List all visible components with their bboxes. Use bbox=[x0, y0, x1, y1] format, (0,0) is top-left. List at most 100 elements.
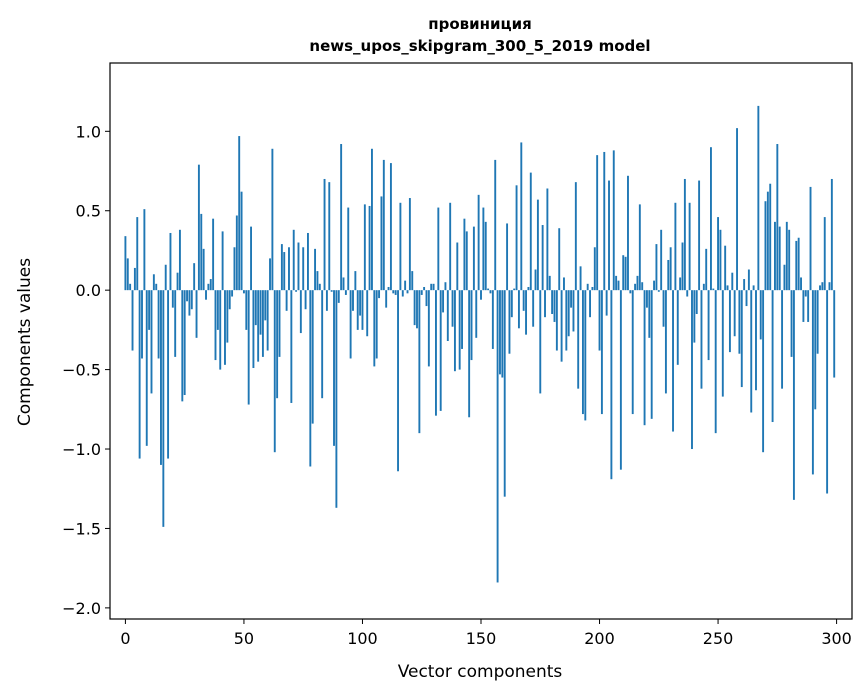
bar-235 bbox=[681, 242, 684, 291]
bar-56 bbox=[257, 290, 260, 362]
bar-191 bbox=[577, 290, 580, 389]
bar-282 bbox=[792, 290, 795, 500]
bar-269 bbox=[762, 290, 765, 453]
bar-203 bbox=[605, 290, 608, 316]
bar-45 bbox=[231, 290, 234, 297]
bar-174 bbox=[536, 199, 539, 291]
bar-18 bbox=[167, 290, 170, 459]
bar-103 bbox=[368, 205, 371, 291]
bar-240 bbox=[693, 290, 696, 343]
y-axis-ticks: −2.0 −1.5 −1.0 −0.5 0.0 0.5 1.0 bbox=[62, 122, 110, 618]
bar-131 bbox=[435, 290, 437, 416]
bar-60 bbox=[266, 290, 269, 351]
bar-270 bbox=[764, 201, 767, 291]
bar-58 bbox=[261, 290, 264, 357]
bar-125 bbox=[420, 290, 423, 295]
y-tick-label: −1.0 bbox=[62, 440, 101, 459]
bar-296 bbox=[826, 290, 829, 494]
bar-225 bbox=[657, 290, 660, 292]
bar-37 bbox=[212, 218, 215, 291]
bar-134 bbox=[442, 290, 445, 313]
x-axis-label: Vector components bbox=[398, 662, 563, 682]
bar-246 bbox=[707, 290, 710, 361]
bar-155 bbox=[491, 290, 494, 349]
bar-59 bbox=[264, 290, 267, 321]
bar-136 bbox=[446, 290, 449, 341]
bar-198 bbox=[593, 247, 596, 291]
bar-226 bbox=[660, 229, 663, 291]
bar-98 bbox=[356, 290, 359, 330]
y-axis-label: Components values bbox=[15, 258, 35, 426]
x-tick-label: 150 bbox=[466, 629, 497, 648]
bar-256 bbox=[731, 272, 734, 291]
bar-41 bbox=[221, 231, 224, 291]
bar-133 bbox=[439, 290, 442, 411]
bar-115 bbox=[397, 290, 399, 472]
bar-158 bbox=[499, 290, 501, 375]
bar-110 bbox=[385, 290, 388, 308]
bar-186 bbox=[565, 290, 568, 351]
bar-72 bbox=[295, 290, 298, 292]
bar-152 bbox=[484, 221, 487, 291]
y-tick-label: 0.5 bbox=[76, 202, 101, 221]
bar-138 bbox=[451, 290, 454, 327]
bar-177 bbox=[544, 290, 546, 318]
bar-208 bbox=[617, 280, 620, 291]
bar-157 bbox=[496, 290, 499, 583]
bar-69 bbox=[288, 247, 290, 291]
bar-234 bbox=[679, 277, 682, 291]
bar-180 bbox=[551, 290, 554, 314]
bar-175 bbox=[539, 290, 542, 394]
bar-70 bbox=[290, 290, 293, 403]
bar-273 bbox=[771, 290, 774, 423]
bar-260 bbox=[740, 290, 743, 388]
bar-232 bbox=[674, 202, 677, 291]
bar-76 bbox=[304, 290, 307, 310]
bar-106 bbox=[375, 290, 378, 359]
bar-130 bbox=[432, 283, 435, 291]
bar-33 bbox=[202, 248, 205, 291]
bar-184 bbox=[560, 290, 563, 362]
bar-65 bbox=[278, 290, 281, 357]
bar-176 bbox=[541, 225, 544, 291]
bar-214 bbox=[631, 290, 634, 415]
bar-212 bbox=[627, 175, 629, 291]
bar-194 bbox=[584, 290, 587, 421]
bar-151 bbox=[482, 207, 485, 291]
bar-53 bbox=[250, 226, 252, 291]
bar-105 bbox=[373, 290, 376, 367]
bar-4 bbox=[133, 267, 136, 291]
bar-67 bbox=[283, 252, 286, 291]
bar-20 bbox=[171, 290, 174, 308]
bar-257 bbox=[733, 290, 736, 337]
bar-285 bbox=[800, 277, 802, 291]
bar-268 bbox=[759, 290, 762, 340]
bar-52 bbox=[247, 290, 250, 405]
bar-87 bbox=[330, 290, 333, 292]
bar-218 bbox=[641, 282, 644, 291]
bar-83 bbox=[321, 290, 324, 399]
bar-243 bbox=[700, 290, 703, 389]
bar-197 bbox=[591, 286, 594, 291]
bar-24 bbox=[181, 290, 184, 402]
bar-104 bbox=[371, 148, 373, 291]
bar-163 bbox=[510, 290, 513, 318]
bar-263 bbox=[747, 269, 750, 291]
bar-61 bbox=[269, 258, 271, 291]
bar-132 bbox=[437, 207, 440, 291]
bar-32 bbox=[200, 213, 203, 291]
y-tick-label: 0.0 bbox=[76, 281, 101, 300]
x-tick-label: 300 bbox=[821, 629, 852, 648]
bar-23 bbox=[178, 229, 181, 291]
bar-210 bbox=[622, 255, 625, 291]
bar-40 bbox=[219, 290, 222, 370]
bar-2 bbox=[129, 283, 132, 291]
bar-90 bbox=[337, 290, 340, 303]
bar-169 bbox=[525, 290, 527, 335]
bar-75 bbox=[302, 247, 305, 291]
bar-298 bbox=[830, 178, 833, 291]
bar-64 bbox=[276, 290, 279, 399]
bar-13 bbox=[155, 283, 158, 291]
bar-168 bbox=[522, 290, 525, 311]
bar-242 bbox=[698, 180, 701, 291]
